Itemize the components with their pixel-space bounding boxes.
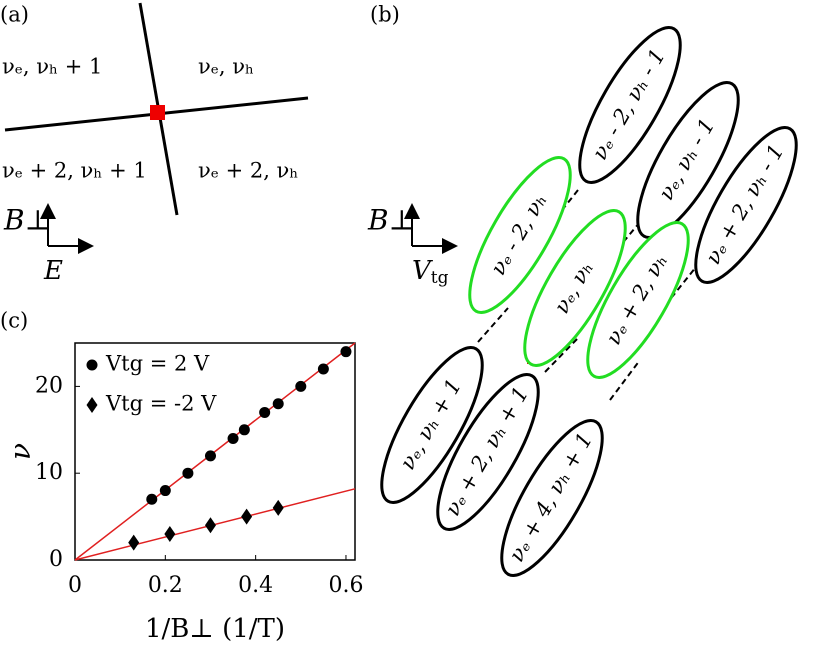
panel-tag: (c) (0, 309, 28, 333)
y-tick-label: 10 (35, 460, 63, 485)
ellipse-outline (468, 156, 572, 314)
axis-label: Vtg (412, 256, 449, 288)
panel-tag: (a) (0, 3, 29, 27)
data-point (238, 424, 250, 436)
ellipse-outline (636, 81, 740, 239)
panel-tag: (b) (370, 3, 400, 27)
data-point (182, 467, 194, 479)
axis-label-sub: tg (431, 268, 449, 288)
ellipse-outline (523, 209, 627, 367)
data-point (241, 508, 253, 525)
axis-label: B⊥ (3, 204, 51, 237)
data-point (159, 485, 171, 497)
legend-label: Vtg = -2 V (105, 392, 217, 416)
ellipse-outline (578, 26, 682, 184)
data-point (164, 525, 176, 542)
legend-marker (86, 397, 98, 413)
region-label: νₑ + 2, νₕ (198, 159, 298, 183)
ellipse-outline (436, 373, 540, 531)
region-label: νₑ, νₕ + 1 (2, 55, 102, 79)
axis-label: E (43, 256, 63, 286)
ellipse-outline (380, 346, 484, 504)
region-label: νₑ, νₕ (198, 55, 254, 79)
crossing-point (150, 105, 165, 120)
data-point (259, 406, 271, 418)
x-tick-label: 0 (68, 573, 82, 598)
ellipse-outline (500, 419, 604, 577)
x-axis-label: 1/B⊥ (1/T) (145, 614, 285, 644)
legend-marker (86, 359, 98, 371)
axis-label-main: V (412, 256, 433, 286)
ellipse-outline (586, 221, 690, 379)
data-point (272, 499, 284, 516)
y-tick-label: 20 (35, 373, 63, 398)
y-tick-label: 0 (49, 547, 63, 572)
x-tick-label: 0.6 (328, 573, 363, 598)
data-point (146, 493, 158, 505)
data-point (340, 346, 352, 358)
data-point (227, 432, 239, 444)
ellipse-outline (694, 126, 798, 284)
x-tick-label: 0.4 (238, 573, 273, 598)
legend-label: Vtg = 2 V (105, 352, 210, 376)
data-point (204, 517, 216, 534)
data-point (128, 534, 140, 551)
data-point (204, 450, 216, 462)
data-point (272, 398, 284, 410)
y-axis-label: ν (4, 443, 37, 460)
data-point (295, 380, 307, 392)
region-label: νₑ + 2, νₕ + 1 (2, 159, 147, 183)
plot-frame (74, 342, 356, 561)
state-ellipse: νₑ, νₕ (523, 209, 627, 367)
x-tick-label: 0.2 (148, 573, 183, 598)
axis-label: B⊥ (367, 204, 415, 237)
fit-line (74, 342, 356, 561)
data-point (317, 363, 329, 375)
